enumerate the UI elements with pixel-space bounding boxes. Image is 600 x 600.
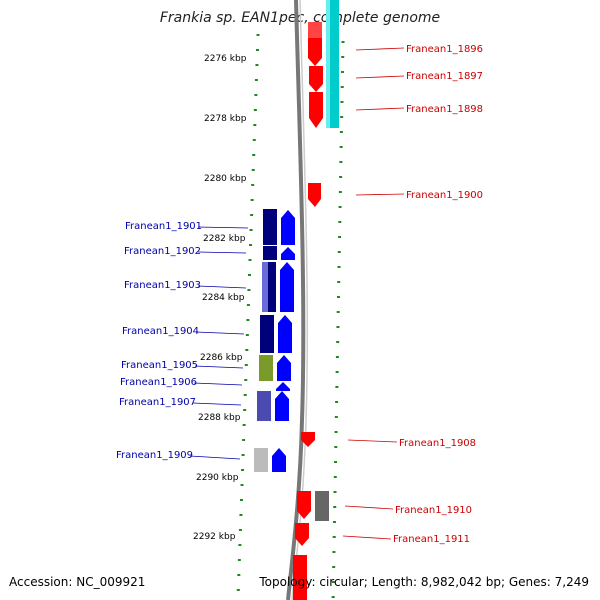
leader-1910	[344, 505, 394, 510]
gene-Franean1_1902[interactable]	[263, 246, 295, 260]
label-Franean1_1910[interactable]: Franean1_1910	[395, 505, 472, 516]
label-Franean1_1901[interactable]: Franean1_1901	[125, 221, 202, 232]
leader-1903	[197, 285, 247, 289]
kbp-label-2288: 2288 kbp	[198, 413, 241, 423]
leader-1906	[193, 382, 243, 386]
gene-Franean1_1896[interactable]	[308, 22, 322, 66]
kbp-label-2286: 2286 kbp	[200, 353, 243, 363]
leader-1907	[192, 402, 242, 406]
gene-Franean1_1909[interactable]	[254, 448, 286, 472]
label-Franean1_1902[interactable]: Franean1_1902	[124, 246, 201, 257]
label-Franean1_1896[interactable]: Franean1_1896	[406, 44, 483, 55]
backbone-line	[286, 0, 306, 600]
gene-Franean1_1911[interactable]	[295, 523, 309, 546]
accession-text: Accession: NC_009921	[9, 575, 146, 589]
left-tick-track	[236, 34, 260, 591]
leader-1896	[355, 47, 405, 51]
gene-Franean1_1901[interactable]	[263, 209, 295, 245]
kbp-label-2292: 2292 kbp	[193, 532, 236, 542]
kbp-label-2276: 2276 kbp	[204, 54, 247, 64]
kbp-label-2290: 2290 kbp	[196, 473, 239, 483]
kbp-label-2284: 2284 kbp	[202, 293, 245, 303]
label-Franean1_1911[interactable]: Franean1_1911	[393, 534, 470, 545]
gene-Franean1_1898[interactable]	[309, 92, 323, 128]
label-Franean1_1897[interactable]: Franean1_1897	[406, 71, 483, 82]
gene-Franean1_1906[interactable]	[276, 382, 290, 391]
kbp-label-2282: 2282 kbp	[203, 234, 246, 244]
leader-1901	[197, 226, 249, 229]
gene-Franean1_1910-cog-gray	[315, 491, 329, 521]
gene-Franean1_1908[interactable]	[301, 432, 315, 447]
gene-Franean1_1903[interactable]	[262, 262, 294, 312]
label-Franean1_1906[interactable]: Franean1_1906	[120, 377, 197, 388]
kbp-label-2280: 2280 kbp	[204, 174, 247, 184]
leader-1902	[197, 251, 247, 254]
cog-cyan-highlight	[326, 0, 330, 128]
gene-Franean1_1905[interactable]	[259, 355, 291, 381]
label-Franean1_1898[interactable]: Franean1_1898	[406, 104, 483, 115]
gene-Franean1_1897[interactable]	[309, 66, 323, 92]
label-Franean1_1904[interactable]: Franean1_1904	[122, 326, 199, 337]
leader-1904	[195, 331, 245, 335]
gene-Franean1_1907[interactable]	[257, 391, 289, 421]
leader-1909	[189, 455, 241, 460]
leader-1908	[347, 439, 398, 443]
leader-1905	[194, 365, 244, 369]
gene-Franean1_1904[interactable]	[260, 315, 292, 353]
gene-red-unlabeled-1[interactable]	[293, 555, 307, 600]
label-Franean1_1903[interactable]: Franean1_1903	[124, 280, 201, 291]
label-Franean1_1909[interactable]: Franean1_1909	[116, 450, 193, 461]
gene-Franean1_1900[interactable]	[308, 183, 321, 207]
label-Franean1_1905[interactable]: Franean1_1905	[121, 360, 198, 371]
leader-1898	[355, 107, 405, 111]
leader-1900	[355, 193, 405, 196]
right-tick-track	[331, 41, 345, 598]
leader-1911	[342, 535, 392, 540]
label-Franean1_1907[interactable]: Franean1_1907	[119, 397, 196, 408]
leader-1897	[355, 75, 405, 79]
label-Franean1_1908[interactable]: Franean1_1908	[399, 438, 476, 449]
kbp-label-2278: 2278 kbp	[204, 114, 247, 124]
backbone-shadow	[291, 0, 309, 600]
topology-text: Topology: circular; Length: 8,982,042 bp…	[259, 575, 589, 589]
gene-Franean1_1910[interactable]	[297, 491, 311, 519]
label-Franean1_1900[interactable]: Franean1_1900	[406, 190, 483, 201]
